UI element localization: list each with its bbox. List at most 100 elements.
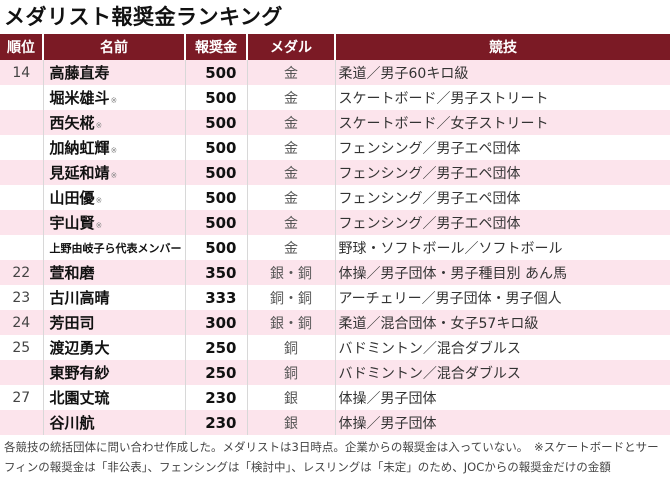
name-cell: 東野有紗 (43, 360, 186, 385)
table-row: 谷川航 230 銀体操／男子団体 (0, 410, 670, 435)
rank-cell: 14 (0, 60, 44, 85)
amount-cell: 250 (185, 360, 248, 385)
table-row: 山田優※ 500 金フェンシング／男子エペ団体 (0, 185, 670, 210)
rank-cell (0, 185, 44, 210)
table-header: 順位 名前 報奨金 メダル 競技 (0, 34, 670, 60)
medal-cell: 銀 (247, 385, 336, 410)
athlete-name: 加納虹輝 (49, 139, 110, 157)
name-cell: 加納虹輝※ (43, 135, 186, 160)
medal-cell: 金 (247, 210, 336, 235)
name-cell: 古川高晴 (43, 285, 186, 310)
name-cell: 上野由岐子ら代表メンバー (43, 235, 186, 260)
header-event: 競技 (335, 34, 670, 60)
amount-cell: 500 (185, 110, 248, 135)
header-amount: 報奨金 (185, 34, 248, 60)
amount-cell: 500 (185, 160, 248, 185)
medal-cell: 銀・銅 (247, 310, 336, 335)
medal-cell: 金 (247, 85, 336, 110)
athlete-name: 宇山賢 (49, 214, 95, 232)
name-cell: 北園丈琉 (43, 385, 186, 410)
event-cell: 体操／男子団体 (335, 410, 670, 435)
name-cell: 山田優※ (43, 185, 186, 210)
header-medal: メダル (247, 34, 336, 60)
event-cell: フェンシング／男子エペ団体 (335, 135, 670, 160)
event-cell: 体操／男子団体 (335, 385, 670, 410)
amount-cell: 230 (185, 410, 248, 435)
page-title: メダリスト報奨金ランキング (4, 5, 283, 29)
rank-cell (0, 210, 44, 235)
amount-cell: 500 (185, 235, 248, 260)
medal-cell: 金 (247, 160, 336, 185)
note-mark: ※ (110, 96, 118, 105)
table-row: 加納虹輝※ 500 金フェンシング／男子エペ団体 (0, 135, 670, 160)
rank-cell (0, 110, 44, 135)
event-cell: 野球・ソフトボール／ソフトボール (335, 235, 670, 260)
event-cell: スケートボード／男子ストリート (335, 85, 670, 110)
table-row: 22 萱和磨 350 銀・銅 体操／男子団体・男子種目別 あん馬 (0, 260, 670, 285)
athlete-name: 芳田司 (49, 314, 95, 332)
table-row: 見延和靖※ 500 金フェンシング／男子エペ団体 (0, 160, 670, 185)
name-cell: 見延和靖※ (43, 160, 186, 185)
table-row: 25 渡辺勇大 250 銅バドミントン／混合ダブルス (0, 335, 670, 360)
amount-cell: 333 (185, 285, 248, 310)
medal-cell: 銅 (247, 360, 336, 385)
table-row: 東野有紗 250 銅バドミントン／混合ダブルス (0, 360, 670, 385)
table-row: 27 北園丈琉 230 銀体操／男子団体 (0, 385, 670, 410)
note-mark: ※ (95, 221, 103, 230)
table-row: 西矢椛※ 500 金スケートボード／女子ストリート (0, 110, 670, 135)
rank-cell (0, 360, 44, 385)
medal-cell: 金 (247, 135, 336, 160)
athlete-name: 谷川航 (49, 414, 95, 432)
name-cell: 宇山賢※ (43, 210, 186, 235)
rank-cell: 24 (0, 310, 44, 335)
event-cell: フェンシング／男子エペ団体 (335, 160, 670, 185)
note-mark: ※ (95, 121, 103, 130)
rank-cell: 23 (0, 285, 44, 310)
athlete-name: 古川高晴 (49, 289, 110, 307)
name-cell: 西矢椛※ (43, 110, 186, 135)
athlete-name: 山田優 (49, 189, 95, 207)
athlete-name: 萱和磨 (49, 264, 95, 282)
event-cell: スケートボード／女子ストリート (335, 110, 670, 135)
medal-cell: 金 (247, 235, 336, 260)
amount-cell: 500 (185, 60, 248, 85)
table-row: 24 芳田司 300 銀・銅 柔道／混合団体・女子57キロ級 (0, 310, 670, 335)
header-rank: 順位 (0, 34, 44, 60)
athlete-name: 上野由岐子ら代表メンバー (49, 241, 182, 255)
rank-cell (0, 410, 44, 435)
athlete-name: 西矢椛 (49, 114, 95, 132)
rank-cell (0, 135, 44, 160)
event-cell: 柔道／男子60キロ級 (335, 60, 670, 85)
rank-cell (0, 85, 44, 110)
event-cell: バドミントン／混合ダブルス (335, 360, 670, 385)
athlete-name: 東野有紗 (49, 364, 110, 382)
name-cell: 谷川航 (43, 410, 186, 435)
name-cell: 渡辺勇大 (43, 335, 186, 360)
note-mark: ※ (110, 146, 118, 155)
event-cell: フェンシング／男子エペ団体 (335, 210, 670, 235)
rank-cell (0, 160, 44, 185)
medal-cell: 銀 (247, 410, 336, 435)
athlete-name: 高藤直寿 (49, 64, 110, 82)
header-name: 名前 (43, 34, 186, 60)
athlete-name: 北園丈琉 (49, 389, 110, 407)
event-cell: 体操／男子団体・男子種目別 あん馬 (335, 260, 670, 285)
amount-cell: 250 (185, 335, 248, 360)
table-row: 上野由岐子ら代表メンバー 500 金野球・ソフトボール／ソフトボール (0, 235, 670, 260)
medal-cell: 銅 (247, 335, 336, 360)
table-row: 堀米雄斗※ 500 金スケートボード／男子ストリート (0, 85, 670, 110)
name-cell: 萱和磨 (43, 260, 186, 285)
medal-cell: 金 (247, 110, 336, 135)
medal-cell: 銅・銅 (247, 285, 336, 310)
amount-cell: 500 (185, 210, 248, 235)
medal-cell: 金 (247, 185, 336, 210)
name-cell: 堀米雄斗※ (43, 85, 186, 110)
footnote: 各競技の統括団体に問い合わせ作成した。メダリストは3日時点。企業からの報奨金は入… (4, 440, 659, 474)
table-row: 23 古川高晴 333 銅・銅 アーチェリー／男子団体・男子個人 (0, 285, 670, 310)
event-cell: フェンシング／男子エペ団体 (335, 185, 670, 210)
note-mark: ※ (110, 171, 118, 180)
amount-cell: 500 (185, 185, 248, 210)
table-row: 14 高藤直寿 500 金柔道／男子60キロ級 (0, 60, 670, 85)
amount-cell: 350 (185, 260, 248, 285)
event-cell: アーチェリー／男子団体・男子個人 (335, 285, 670, 310)
